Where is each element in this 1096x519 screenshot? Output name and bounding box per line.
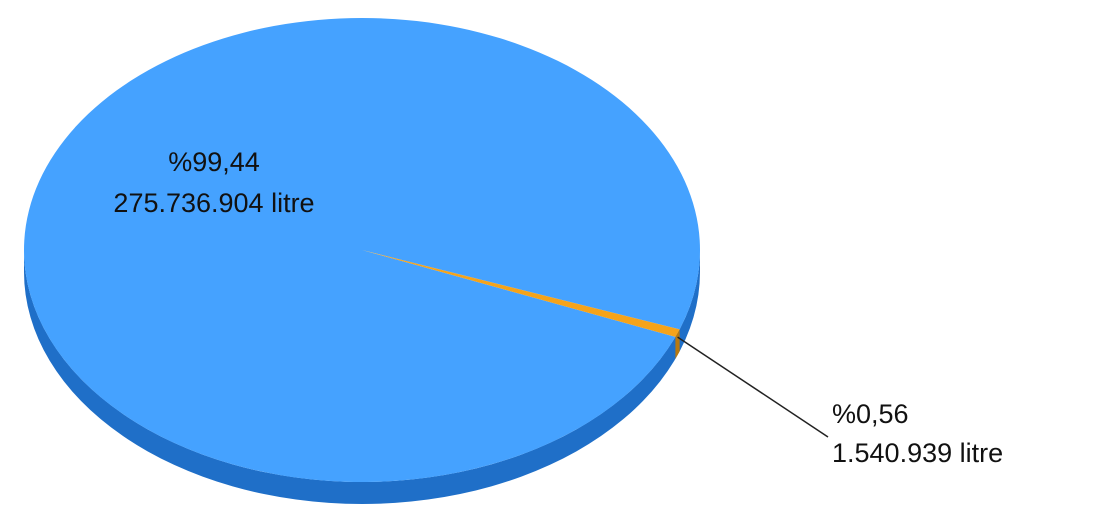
pie-slice-small xyxy=(362,250,680,337)
slice-label-small-percent: %0,56 xyxy=(832,399,909,429)
slice-label-large-percent: %99,44 xyxy=(168,147,260,177)
pie-body xyxy=(23,18,700,504)
pie-slice-large xyxy=(23,18,700,483)
leader-line xyxy=(677,336,829,438)
slice-label-large-value: 275.736.904 litre xyxy=(113,188,314,218)
slice-label-small-value: 1.540.939 litre xyxy=(832,438,1003,468)
pie-slice-side-small xyxy=(675,329,680,359)
